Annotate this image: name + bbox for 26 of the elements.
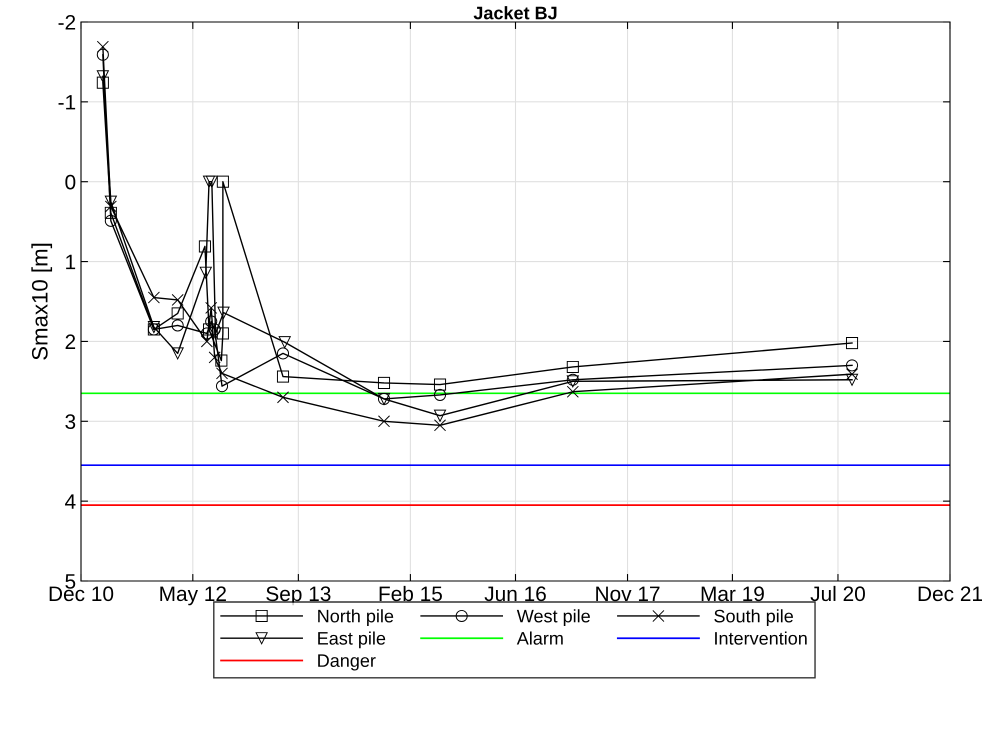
chart-title: Jacket BJ [474, 6, 556, 20]
legend-label: Alarm [516, 631, 563, 645]
y-tick-label: 0 [65, 174, 76, 190]
y-tick-label: -1 [58, 95, 76, 110]
y-tick-label: 5 [65, 574, 76, 589]
legend-label: North pile [318, 609, 394, 626]
x-tick-label: Jul 20 [810, 586, 865, 602]
x-tick-label: Jun 16 [484, 586, 546, 602]
y-tick-label: 4 [65, 494, 76, 509]
legend-label: Intervention [715, 631, 807, 645]
x-tick-label: Mar 19 [702, 586, 764, 602]
y-axis-title: Smax10 [m] [31, 244, 52, 360]
x-tick-label: Sep 13 [266, 586, 330, 606]
y-tick-label: -2 [58, 15, 76, 30]
x-tick-label: May 12 [160, 586, 226, 606]
legend-label: South pile [714, 609, 793, 626]
y-tick-label: 2 [66, 334, 76, 349]
legend-label: West pile [516, 609, 590, 626]
legend-label: Danger [318, 654, 376, 671]
x-tick-label: Nov 17 [596, 586, 660, 602]
y-tick-label: 1 [66, 254, 76, 270]
x-tick-label: Dec 10 [50, 586, 114, 602]
x-tick-label: Feb 15 [380, 586, 442, 602]
legend-label: East pile [318, 631, 386, 648]
y-tick-label: 3 [65, 414, 76, 430]
x-tick-label: Dec 21 [918, 586, 982, 602]
